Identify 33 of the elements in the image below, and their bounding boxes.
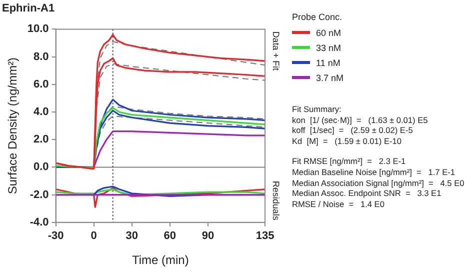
- y-tick-label: 2.0: [34, 134, 49, 146]
- text: Median Assoc. Endpoint SNR = 3.3 E1: [292, 188, 442, 199]
- x-axis-title: Time (min): [132, 253, 189, 268]
- x-tick-label: 60: [164, 230, 176, 242]
- y-tick-label: 0.0: [34, 161, 49, 174]
- y-tick-label: 4.0: [34, 106, 49, 118]
- text: RMSE / Noise = 1.4 E0: [292, 198, 386, 210]
- y-tick-label: 6.0: [34, 78, 49, 90]
- legend-title: Probe Conc.: [292, 12, 344, 22]
- text: Kd [M] = (1.59 ± 0.01) E-10: [292, 136, 402, 146]
- text: Fit RMSE [ng/mm²] = 2.3 E-1: [292, 156, 407, 167]
- text: Fit Summary:: [292, 104, 342, 115]
- legend-label: 11 nM: [316, 58, 340, 68]
- y-tick-label: 8.0: [34, 50, 49, 63]
- text: koff [1/sec] = (2.59 ± 0.02) E-5: [292, 125, 414, 136]
- text: Data + Fit: [271, 31, 282, 71]
- x-tick-label: 90: [202, 230, 214, 242]
- y-tick-label: -4.0: [30, 216, 49, 228]
- x-tick-label: 135: [256, 230, 274, 242]
- x-tick-label: -30: [48, 230, 64, 242]
- legend-label: 33 nM: [316, 42, 342, 52]
- text: Median Association Signal [ng/mm²] = 4.5 E0: [292, 178, 464, 188]
- chart-title: Ephrin-A1: [2, 2, 55, 15]
- x-tick-label: 0: [90, 230, 97, 242]
- text: Residuals: [271, 180, 282, 221]
- text: Median Baseline Noise [ng/mm²] = 1.7 E-1: [292, 166, 456, 178]
- y-tick-label: 10.0: [27, 23, 49, 36]
- x-tick-label: 30: [126, 230, 138, 242]
- y-axis-title: Surface Density (ng/mm²): [6, 57, 20, 194]
- legend-label: 3.7 nM: [316, 72, 344, 82]
- text: kon [1/ (sec·M)] = (1.63 ± 0.01) E5: [292, 114, 429, 126]
- legend-label: 60 nM: [316, 28, 342, 38]
- y-tick-label: -2.0: [30, 188, 49, 201]
